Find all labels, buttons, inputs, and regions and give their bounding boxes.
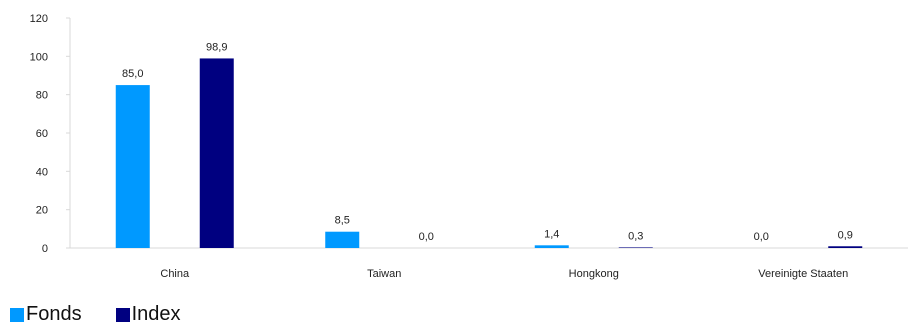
data-label: 0,3 — [628, 230, 643, 242]
legend-swatch-index — [115, 307, 130, 322]
data-label: 0,0 — [754, 231, 769, 243]
chart-axes — [66, 17, 908, 249]
y-tick-label: 100 — [30, 51, 48, 63]
bar-fonds — [534, 245, 569, 248]
category-labels: China Taiwan Hongkong Vereinigte Staaten — [160, 268, 848, 280]
legend: Fonds Index — [10, 303, 215, 326]
y-tick-label: 40 — [36, 166, 48, 178]
category-label: Taiwan — [367, 268, 401, 280]
data-label: 0,9 — [838, 229, 853, 241]
legend-item-fonds: Fonds — [10, 303, 82, 326]
bar-fonds — [325, 231, 360, 248]
data-labels: 85,0 98,9 8,5 0,0 1,4 0,3 0,0 0,9 — [122, 41, 853, 243]
category-label: China — [160, 268, 190, 280]
legend-label-index: Index — [131, 303, 181, 325]
data-label: 85,0 — [122, 68, 143, 80]
data-label: 8,5 — [335, 215, 350, 227]
bar-index — [618, 247, 653, 248]
y-tick-label: 0 — [42, 243, 48, 255]
y-tick-label: 20 — [36, 205, 48, 217]
data-label: 1,4 — [544, 228, 559, 240]
data-label: 0,0 — [419, 231, 434, 243]
y-tick-labels: 0 20 40 60 80 100 120 — [30, 13, 48, 255]
legend-swatch-fonds — [10, 307, 24, 322]
category-label: Vereinigte Staaten — [758, 268, 848, 280]
bar-index — [199, 58, 234, 248]
bars — [115, 58, 863, 248]
legend-label-fonds: Fonds — [26, 303, 82, 325]
data-label: 98,9 — [206, 41, 227, 53]
category-label: Hongkong — [569, 268, 619, 280]
bar-fonds — [115, 85, 150, 248]
legend-item-index: Index — [115, 303, 181, 326]
y-tick-label: 80 — [36, 90, 48, 102]
bar-chart: 0 20 40 60 80 100 120 85,0 98,9 8,5 0,0 1,4 0,3 0,0 0… — [30, 13, 908, 280]
bar-index — [828, 246, 863, 248]
y-tick-label: 120 — [30, 13, 48, 25]
y-tick-label: 60 — [36, 128, 48, 140]
